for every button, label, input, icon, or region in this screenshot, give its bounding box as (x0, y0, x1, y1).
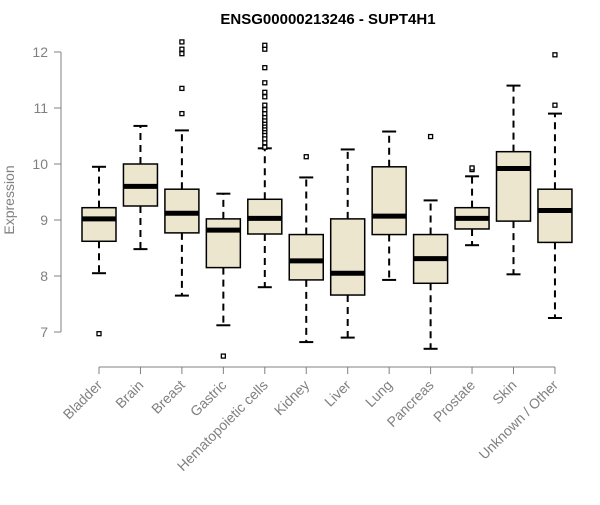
y-tick-label: 10 (32, 156, 48, 172)
iqr-box (371, 166, 407, 236)
boxes-group (81, 39, 573, 359)
y-tick-label: 12 (32, 44, 48, 60)
box-gastric (205, 192, 242, 359)
iqr-box (329, 218, 366, 296)
outlier-point (262, 144, 268, 150)
x-tick-label: Skin (489, 377, 520, 408)
outlier-point (179, 39, 185, 45)
y-tick-label: 9 (40, 212, 48, 228)
x-tick-label: Breast (148, 377, 188, 417)
x-tick-label: Prostate (430, 377, 478, 425)
x-tick-label: Kidney (271, 377, 313, 419)
outlier-point (179, 46, 185, 52)
box-kidney (288, 154, 324, 344)
outlier-point (262, 94, 268, 100)
box-prostate (454, 165, 490, 247)
box-breast (164, 39, 200, 297)
box-unknown-other (537, 52, 573, 319)
outlier-point (96, 331, 102, 337)
x-tick-label: Bladder (60, 377, 106, 423)
outlier-point (552, 102, 558, 108)
x-tick-label: Brain (112, 377, 146, 411)
x-tick-label: Lung (362, 377, 395, 410)
outlier-point (262, 107, 268, 113)
x-tick-label: Liver (321, 377, 354, 410)
iqr-box (537, 188, 573, 244)
y-axis-label: Expression (1, 165, 17, 234)
x-tick-label: Unknown / Other (475, 377, 561, 463)
outlier-point (262, 102, 268, 108)
box-skin (495, 84, 532, 276)
outlier-point (469, 165, 475, 171)
outlier-point (303, 154, 309, 160)
outlier-point (262, 89, 268, 95)
outlier-point (262, 80, 268, 86)
outlier-point (220, 353, 227, 359)
iqr-box (495, 150, 532, 222)
outlier-point (262, 65, 268, 71)
box-pancreas (412, 133, 449, 350)
y-tick-label: 11 (33, 100, 48, 116)
y-tick-label: 7 (40, 324, 48, 340)
outlier-point (179, 110, 185, 117)
box-liver (329, 148, 366, 339)
box-hematopoietic-cells (247, 42, 283, 289)
outlier-point (552, 52, 558, 58)
box-brain (122, 124, 159, 251)
outlier-point (262, 42, 268, 48)
y-axis: 7 8 9 10 11 12 (32, 44, 62, 340)
outlier-point (427, 133, 434, 140)
y-tick-label: 8 (40, 268, 48, 284)
box-lung (371, 130, 407, 281)
chart-title: ENSG00000213246 - SUPT4H1 (220, 11, 435, 28)
box-bladder (81, 165, 117, 337)
iqr-box (81, 206, 117, 243)
outlier-point (179, 51, 185, 57)
iqr-box (205, 218, 242, 269)
outlier-point (179, 85, 185, 92)
iqr-box (288, 233, 324, 281)
